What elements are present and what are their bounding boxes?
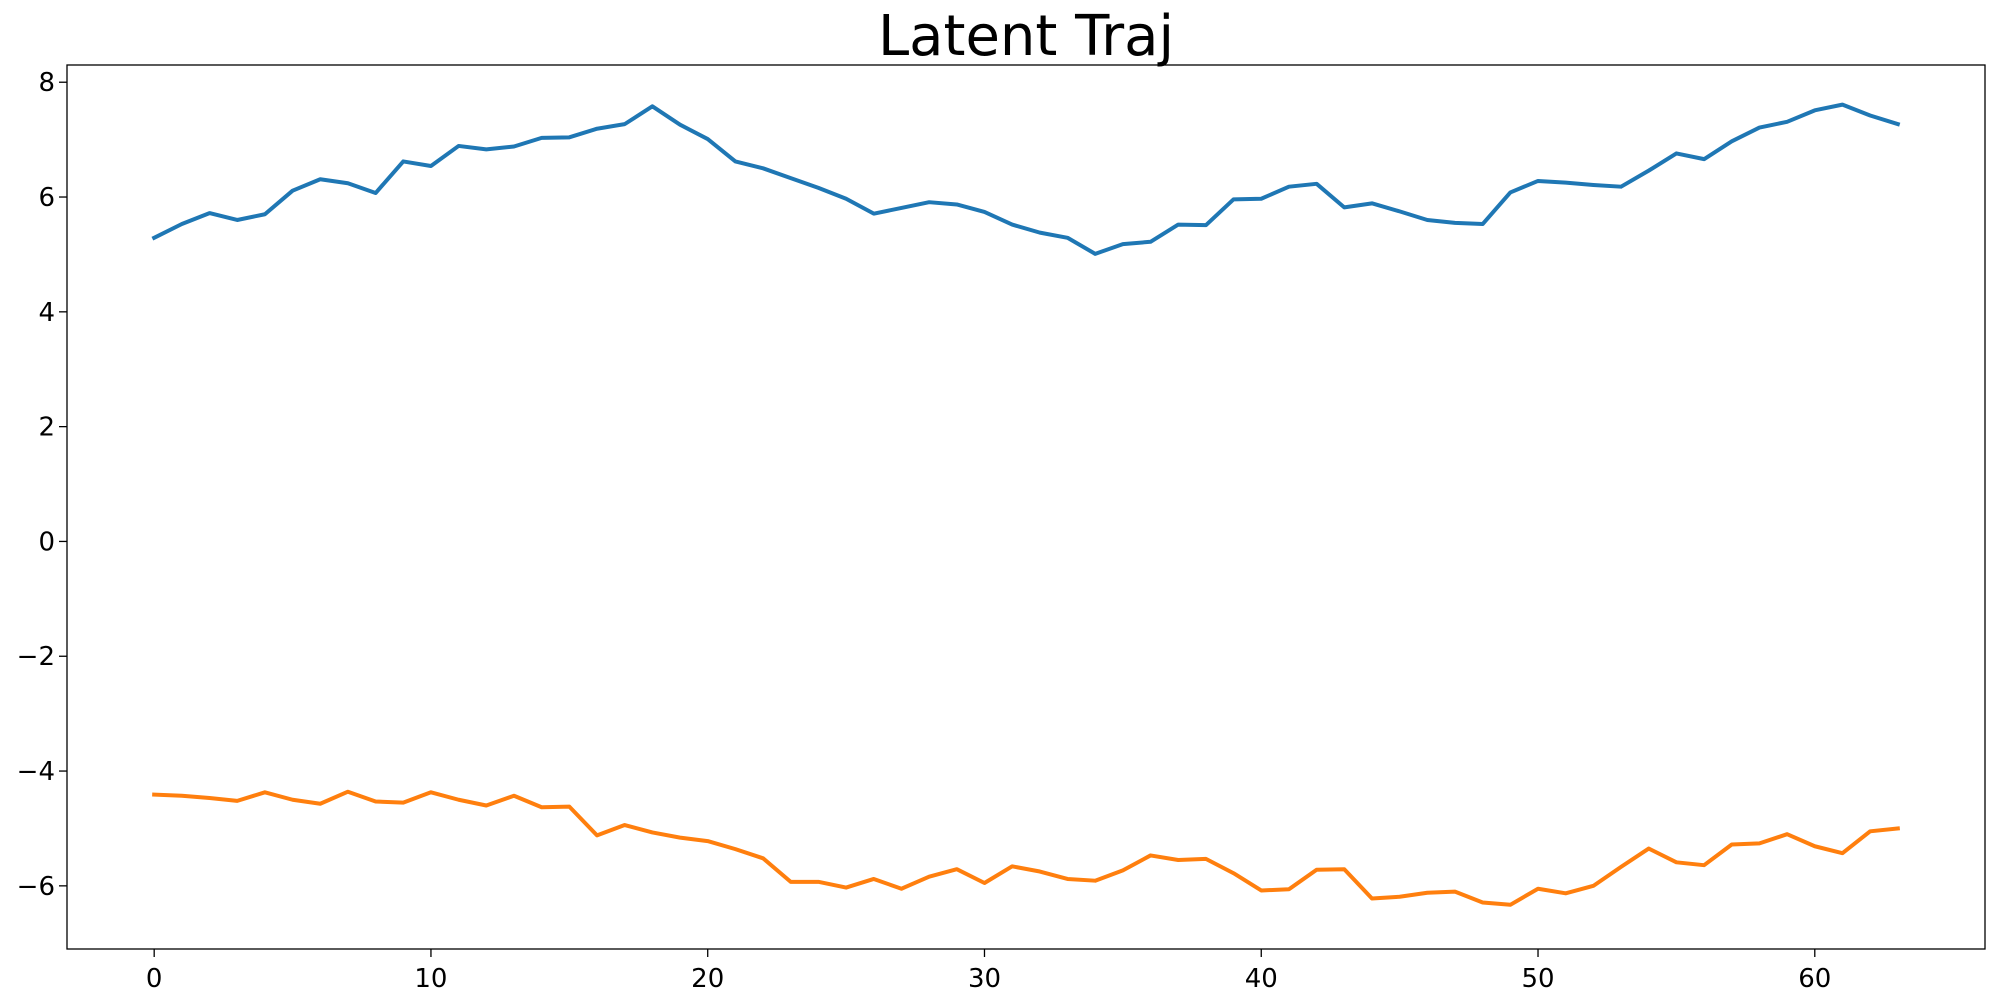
axes-layer — [66, 64, 1986, 950]
y-tick-label: −2 — [17, 642, 55, 672]
x-tick-label: 30 — [968, 964, 1001, 994]
x-tick-label: 60 — [1798, 964, 1831, 994]
y-tick-label: −6 — [17, 872, 55, 902]
y-tick-label: 2 — [38, 413, 55, 443]
x-tick-label: 20 — [691, 964, 724, 994]
y-tick-label: 4 — [38, 298, 55, 328]
x-tick-label: 50 — [1521, 964, 1554, 994]
y-tick-label: −4 — [17, 757, 55, 787]
series-layer — [151, 102, 1901, 907]
y-tick-label: 0 — [38, 527, 55, 557]
x-axis: 0 10 20 30 40 50 60 — [146, 949, 1831, 994]
plot-frame — [66, 64, 1986, 950]
series-line-1 — [151, 102, 1901, 256]
x-tick-label: 10 — [414, 964, 447, 994]
x-tick-label: 40 — [1245, 964, 1278, 994]
series-line-2 — [152, 789, 1901, 907]
y-tick-label: 6 — [38, 183, 55, 213]
y-tick-label: 8 — [38, 68, 55, 98]
y-axis: −6 −4 −2 0 2 4 6 8 — [17, 68, 67, 902]
chart-title: Latent Traj — [878, 4, 1174, 69]
x-tick-label: 0 — [146, 964, 163, 994]
